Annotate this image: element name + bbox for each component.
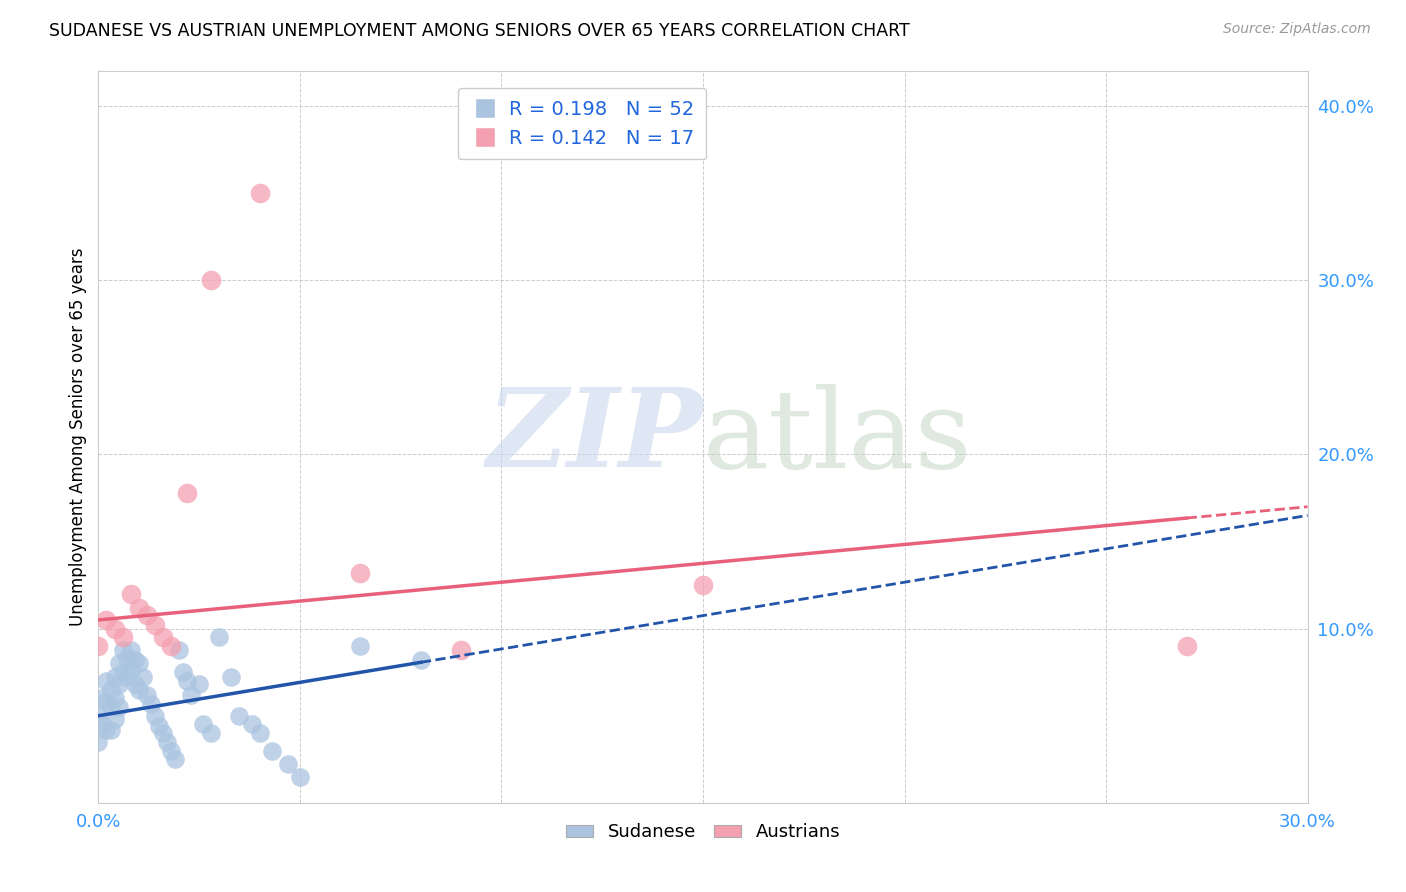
- Point: [249, 186, 271, 201]
- Point: [120, 642, 142, 657]
- Point: [111, 642, 134, 657]
- Point: [692, 578, 714, 592]
- Legend: Sudanese, Austrians: Sudanese, Austrians: [558, 816, 848, 848]
- Point: [152, 631, 174, 645]
- Point: [156, 735, 179, 749]
- Point: [124, 677, 146, 691]
- Point: [143, 618, 166, 632]
- Point: [124, 653, 146, 667]
- Point: [208, 631, 231, 645]
- Point: [120, 664, 142, 678]
- Point: [96, 673, 118, 688]
- Point: [200, 726, 222, 740]
- Point: [152, 726, 174, 740]
- Point: [96, 723, 118, 737]
- Point: [288, 770, 311, 784]
- Point: [176, 673, 198, 688]
- Point: [249, 726, 271, 740]
- Point: [100, 700, 122, 714]
- Point: [103, 670, 125, 684]
- Point: [240, 717, 263, 731]
- Point: [128, 682, 150, 697]
- Point: [87, 708, 110, 723]
- Point: [87, 735, 110, 749]
- Point: [91, 691, 114, 706]
- Point: [176, 485, 198, 500]
- Point: [111, 631, 134, 645]
- Point: [139, 697, 162, 711]
- Point: [160, 743, 183, 757]
- Point: [228, 708, 250, 723]
- Text: SUDANESE VS AUSTRIAN UNEMPLOYMENT AMONG SENIORS OVER 65 YEARS CORRELATION CHART: SUDANESE VS AUSTRIAN UNEMPLOYMENT AMONG …: [49, 22, 910, 40]
- Point: [200, 273, 222, 287]
- Point: [221, 670, 243, 684]
- Point: [167, 642, 190, 657]
- Text: ZIP: ZIP: [486, 384, 703, 491]
- Point: [103, 622, 125, 636]
- Point: [260, 743, 283, 757]
- Point: [96, 695, 118, 709]
- Point: [96, 613, 118, 627]
- Text: atlas: atlas: [703, 384, 973, 491]
- Point: [180, 688, 202, 702]
- Point: [103, 691, 125, 706]
- Point: [128, 657, 150, 671]
- Point: [135, 688, 157, 702]
- Text: Source: ZipAtlas.com: Source: ZipAtlas.com: [1223, 22, 1371, 37]
- Point: [135, 607, 157, 622]
- Point: [160, 639, 183, 653]
- Point: [163, 752, 186, 766]
- Point: [103, 712, 125, 726]
- Point: [100, 682, 122, 697]
- Point: [143, 708, 166, 723]
- Point: [120, 587, 142, 601]
- Y-axis label: Unemployment Among Seniors over 65 years: Unemployment Among Seniors over 65 years: [69, 248, 87, 626]
- Point: [193, 717, 215, 731]
- Point: [132, 670, 155, 684]
- Point: [91, 717, 114, 731]
- Point: [409, 653, 432, 667]
- Point: [115, 651, 138, 665]
- Point: [188, 677, 211, 691]
- Point: [100, 723, 122, 737]
- Point: [1175, 639, 1198, 653]
- Point: [172, 665, 194, 680]
- Point: [107, 657, 129, 671]
- Point: [115, 670, 138, 684]
- Point: [107, 677, 129, 691]
- Point: [128, 600, 150, 615]
- Point: [349, 639, 371, 653]
- Point: [450, 642, 472, 657]
- Point: [111, 665, 134, 680]
- Point: [148, 719, 170, 733]
- Point: [277, 757, 299, 772]
- Point: [107, 700, 129, 714]
- Point: [87, 639, 110, 653]
- Point: [349, 566, 371, 580]
